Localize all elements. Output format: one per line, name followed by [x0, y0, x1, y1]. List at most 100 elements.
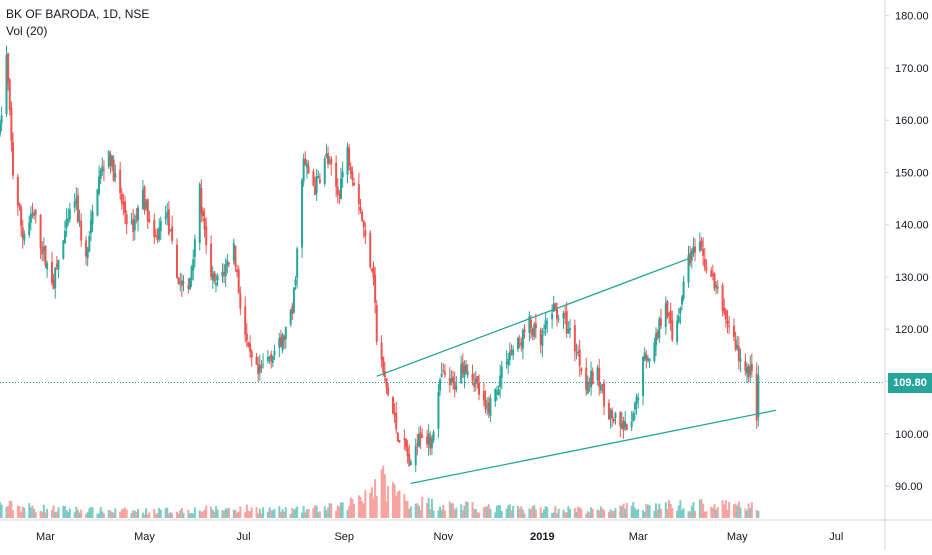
volume-bar — [567, 506, 570, 518]
candle-body — [223, 271, 226, 275]
volume-bar — [158, 508, 161, 518]
candle-body — [426, 436, 429, 445]
trendline-2[interactable] — [410, 409, 777, 485]
volume-bar — [7, 506, 10, 518]
trendline-1[interactable] — [376, 258, 689, 377]
candle-body — [577, 351, 580, 354]
volume-bar — [179, 510, 182, 518]
volume-bar — [314, 505, 317, 518]
volume-bar — [643, 512, 646, 518]
volume-bar — [164, 508, 167, 518]
candle-body — [99, 170, 102, 179]
candle-body — [542, 331, 545, 333]
candle-body — [305, 163, 308, 168]
time-tick-label: Nov — [434, 531, 454, 543]
volume-bar — [111, 512, 114, 518]
candle-body — [201, 210, 204, 217]
candle-body — [245, 333, 248, 341]
candle-body — [86, 249, 89, 259]
volume-bar — [677, 505, 680, 518]
volume-bar — [283, 511, 286, 518]
volume-bar — [281, 508, 284, 518]
candle-body — [531, 328, 534, 336]
candle-body — [364, 230, 367, 237]
volume-bar — [98, 513, 101, 518]
candle-body — [534, 323, 537, 329]
candle-body — [391, 397, 394, 414]
candle-body — [340, 178, 343, 200]
volume-bar — [716, 507, 719, 518]
candle-body — [279, 337, 282, 347]
time-tick-label: May — [727, 531, 748, 543]
candle-body — [370, 268, 373, 271]
volume-bar — [607, 511, 610, 518]
candle-body — [437, 391, 440, 429]
candle-body — [214, 283, 217, 286]
candle-body — [132, 219, 135, 232]
chart-legend: BK OF BARODA, 1D, NSE Vol (20) — [6, 6, 149, 40]
candle-body — [221, 271, 224, 277]
candle-body — [427, 433, 430, 445]
volume-bar — [375, 496, 378, 518]
volume-bar — [177, 513, 180, 518]
volume-bar — [409, 506, 412, 518]
candle-body — [80, 220, 83, 241]
volume-bar — [512, 505, 515, 518]
candle-body — [348, 147, 351, 166]
volume-bar — [346, 510, 349, 518]
volume-bar — [478, 512, 481, 518]
price-tick-label: 150.00 — [895, 167, 929, 179]
volume-bar — [486, 506, 489, 518]
volume-indicator-label[interactable]: Vol (20) — [6, 24, 48, 38]
candle-body — [694, 246, 697, 253]
volume-bar — [398, 490, 401, 518]
candle-body — [236, 269, 239, 272]
candle-body — [336, 187, 339, 195]
price-tick-label: 130.00 — [895, 272, 929, 284]
symbol-title[interactable]: BK OF BARODA, 1D, NSE — [6, 7, 150, 21]
volume-bar — [323, 506, 326, 518]
volume-bar — [114, 508, 117, 518]
volume-bar — [146, 514, 149, 518]
candle-body — [143, 186, 146, 210]
volume-bar — [289, 513, 292, 518]
candle-body — [474, 379, 477, 384]
volume-bar — [648, 505, 651, 518]
volume-bar — [750, 502, 753, 518]
candle-body — [478, 382, 481, 395]
volume-bar — [465, 501, 468, 518]
volume-bar — [39, 511, 42, 518]
volume-bar — [226, 508, 229, 518]
candle-body — [148, 219, 151, 222]
candle-body — [612, 419, 615, 422]
volume-bar — [357, 495, 360, 518]
volume-bar — [414, 503, 417, 518]
volume-bar — [279, 511, 282, 518]
volume-bar — [148, 512, 151, 518]
candle-body — [656, 331, 659, 338]
candle-body — [658, 318, 661, 339]
candle-body — [338, 193, 341, 196]
candle-body — [687, 255, 690, 283]
time-tick-label: Mar — [36, 531, 55, 543]
candle-body — [213, 271, 216, 282]
candle-body — [406, 447, 409, 457]
candle-body — [234, 245, 237, 267]
volume-bar — [86, 511, 89, 518]
volume-bar — [359, 496, 362, 518]
candle-body — [146, 199, 149, 222]
volume-bar — [732, 504, 735, 518]
candle-body — [648, 358, 651, 362]
volume-bar — [664, 502, 667, 518]
volume-bar — [307, 509, 310, 518]
volume-bar — [65, 510, 68, 518]
candle-body — [482, 391, 485, 401]
volume-bar — [393, 484, 396, 518]
candle-body — [16, 177, 19, 206]
candle-body — [312, 171, 315, 186]
candle-body — [430, 439, 433, 448]
candle-body — [31, 213, 34, 215]
candle-body — [250, 351, 253, 358]
